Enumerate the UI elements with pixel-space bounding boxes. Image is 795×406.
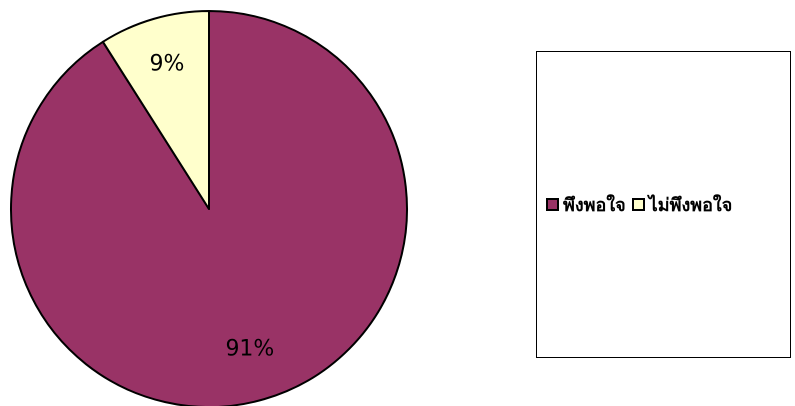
legend-item-satisfied: พึงพอใจ [546,190,626,219]
legend-swatch-satisfied [546,198,559,211]
legend: พึงพอใจ ไม่พึงพอใจ [536,51,791,358]
pie-plot: 91% 9% [10,10,408,406]
legend-label-satisfied: พึงพอใจ [563,195,626,216]
legend-item-not-satisfied: ไม่พึงพอใจ [631,190,733,219]
pie-slice-satisfied [10,10,408,406]
data-label-not-satisfied: 9% [150,52,185,77]
legend-list: พึงพอใจ ไม่พึงพอใจ [546,190,738,219]
legend-swatch-not-satisfied [631,198,645,211]
legend-label-not-satisfied: ไม่พึงพอใจ [648,195,733,216]
data-label-satisfied: 91% [225,337,274,362]
pie-slice-not-satisfied [101,10,210,210]
